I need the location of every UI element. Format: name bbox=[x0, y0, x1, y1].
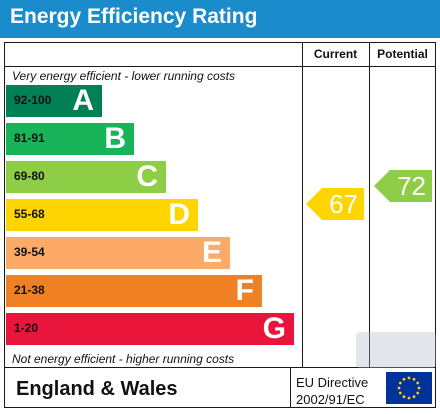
eu-star bbox=[398, 381, 402, 385]
band-letter: B bbox=[104, 122, 126, 155]
band-range: 21-38 bbox=[14, 283, 45, 297]
eu-star bbox=[402, 377, 406, 381]
footer-column-divider bbox=[290, 367, 291, 408]
band-a: 92-100 A bbox=[6, 84, 102, 117]
eu-star bbox=[402, 395, 406, 399]
band-d: 55-68 D bbox=[6, 198, 198, 231]
potential-column-header: Potential bbox=[377, 47, 428, 61]
band-letter: C bbox=[136, 160, 158, 193]
eu-star bbox=[407, 376, 411, 380]
eu-star bbox=[397, 386, 401, 390]
potential-column-divider bbox=[369, 42, 370, 367]
top-note: Very energy efficient - lower running co… bbox=[12, 69, 235, 83]
band-f: 21-38 F bbox=[6, 274, 262, 307]
band-letter: E bbox=[201, 236, 222, 269]
band-e: 39-54 E bbox=[6, 236, 230, 269]
eu-star bbox=[416, 391, 420, 395]
band-g: 1-20 G bbox=[6, 312, 294, 345]
rating-frame bbox=[4, 42, 436, 408]
band-range: 39-54 bbox=[14, 245, 45, 259]
band-range: 92-100 bbox=[14, 93, 52, 107]
footer-directive: EU Directive 2002/91/EC bbox=[296, 374, 368, 408]
band-letter: A bbox=[72, 84, 94, 117]
band-letter: G bbox=[262, 312, 286, 345]
eu-star bbox=[412, 377, 416, 381]
band-range: 69-80 bbox=[14, 169, 45, 183]
band-letter: D bbox=[168, 198, 190, 231]
band-c: 69-80 C bbox=[6, 160, 166, 193]
eu-star bbox=[407, 396, 411, 400]
band-letter: F bbox=[235, 274, 254, 307]
eu-star bbox=[417, 386, 421, 390]
header-divider bbox=[4, 66, 436, 67]
current-rating-value: 67 bbox=[329, 188, 358, 219]
band-range: 81-91 bbox=[14, 131, 45, 145]
directive-line-2: 2002/91/EC bbox=[296, 392, 365, 407]
watermark-logo bbox=[356, 332, 436, 368]
footer-divider bbox=[4, 367, 436, 368]
eu-flag-icon bbox=[386, 372, 432, 404]
eu-star bbox=[412, 395, 416, 399]
band-b: 81-91 B bbox=[6, 122, 134, 155]
band-range: 55-68 bbox=[14, 207, 45, 221]
eu-star bbox=[398, 391, 402, 395]
title-bar: Energy Efficiency Rating bbox=[0, 0, 440, 38]
current-column-header: Current bbox=[313, 47, 358, 61]
chart-title: Energy Efficiency Rating bbox=[10, 5, 258, 28]
band-range: 1-20 bbox=[14, 321, 39, 335]
bottom-note: Not energy efficient - higher running co… bbox=[12, 352, 235, 366]
eu-star bbox=[416, 381, 420, 385]
potential-rating-value: 72 bbox=[397, 170, 426, 201]
directive-line-1: EU Directive bbox=[296, 375, 369, 390]
footer-region: England & Wales bbox=[16, 378, 178, 400]
current-column-divider bbox=[302, 42, 303, 367]
